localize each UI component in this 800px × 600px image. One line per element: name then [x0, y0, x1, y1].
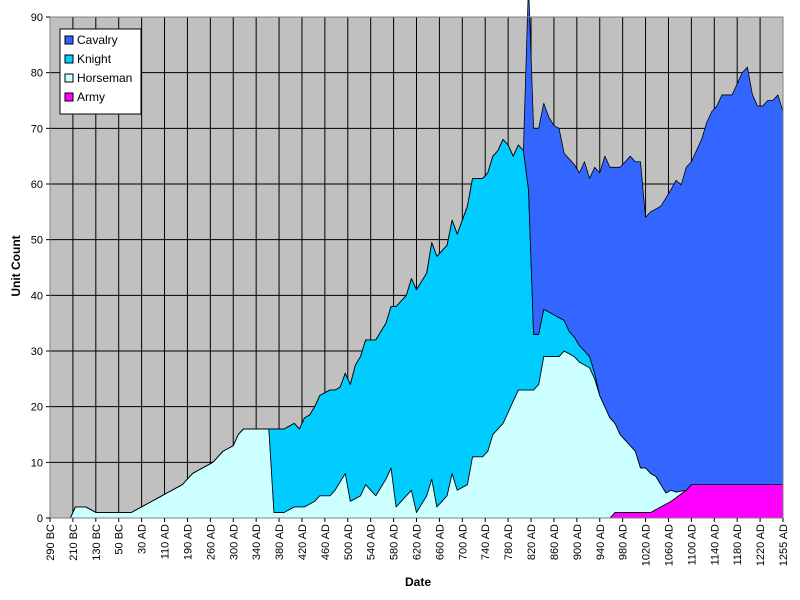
legend-label-army: Army [77, 90, 105, 104]
x-tick-label: 340 AD [251, 524, 263, 560]
x-axis-ticks: 290 BC 210 BC 130 BC 50 BC 30 AD 110 AD 190 AD… [45, 518, 790, 566]
y-axis-ticks: 0 10 20 30 40 50 60 70 80 90 [31, 12, 50, 525]
x-tick-label: 1060 AD [663, 524, 675, 566]
x-tick-label: 50 BC [114, 524, 126, 555]
x-tick-label: 1255 AD [778, 524, 790, 566]
y-tick-label: 40 [31, 290, 43, 302]
x-tick-label: 660 AD [434, 524, 446, 560]
x-tick-label: 290 BC [45, 524, 57, 561]
x-tick-label: 860 AD [549, 524, 561, 560]
x-tick-label: 380 AD [274, 524, 286, 560]
x-tick-label: 940 AD [595, 524, 607, 560]
x-tick-label: 110 AD [160, 524, 172, 559]
x-tick-label: 1180 AD [732, 524, 744, 565]
x-tick-label: 460 AD [320, 524, 332, 560]
y-tick-label: 10 [31, 457, 43, 469]
legend-label-cavalry: Cavalry [77, 33, 118, 47]
x-tick-label: 1220 AD [755, 524, 767, 566]
y-tick-label: 30 [31, 346, 43, 358]
x-tick-label: 30 AD [137, 524, 149, 554]
legend-swatch-cavalry [64, 35, 74, 45]
legend-label-knight: Knight [77, 52, 112, 66]
x-tick-label: 1100 AD [686, 524, 698, 565]
x-axis-title: Date [405, 575, 431, 589]
x-tick-label: 130 BC [91, 524, 103, 561]
x-tick-label: 210 BC [68, 524, 80, 561]
x-tick-label: 1020 AD [641, 524, 653, 566]
x-tick-label: 300 AD [228, 524, 240, 560]
legend-swatch-army [64, 92, 74, 102]
x-tick-label: 900 AD [572, 524, 584, 560]
y-tick-label: 20 [31, 402, 43, 414]
x-tick-label: 1140 AD [709, 524, 721, 565]
y-tick-label: 90 [31, 12, 43, 24]
x-tick-label: 700 AD [457, 524, 469, 560]
x-tick-label: 420 AD [297, 524, 309, 560]
legend-label-horseman: Horseman [77, 71, 132, 85]
x-tick-label: 740 AD [480, 524, 492, 560]
y-tick-label: 70 [31, 123, 43, 135]
x-tick-label: 820 AD [526, 524, 538, 560]
x-tick-label: 620 AD [412, 524, 424, 560]
legend: Cavalry Knight Horseman Army [59, 28, 142, 115]
y-tick-label: 80 [31, 68, 43, 80]
x-tick-label: 500 AD [343, 524, 355, 560]
legend-swatch-horseman [64, 73, 74, 83]
x-tick-label: 540 AD [366, 524, 378, 560]
y-tick-label: 0 [37, 513, 43, 525]
y-tick-label: 50 [31, 235, 43, 247]
x-tick-label: 190 AD [182, 524, 194, 560]
y-tick-label: 60 [31, 179, 43, 191]
y-axis-title: Unit Count [9, 235, 23, 296]
x-tick-label: 580 AD [389, 524, 401, 560]
legend-swatch-knight [64, 54, 74, 64]
x-tick-label: 260 AD [205, 524, 217, 560]
x-tick-label: 980 AD [618, 524, 630, 560]
x-tick-label: 780 AD [503, 524, 515, 560]
